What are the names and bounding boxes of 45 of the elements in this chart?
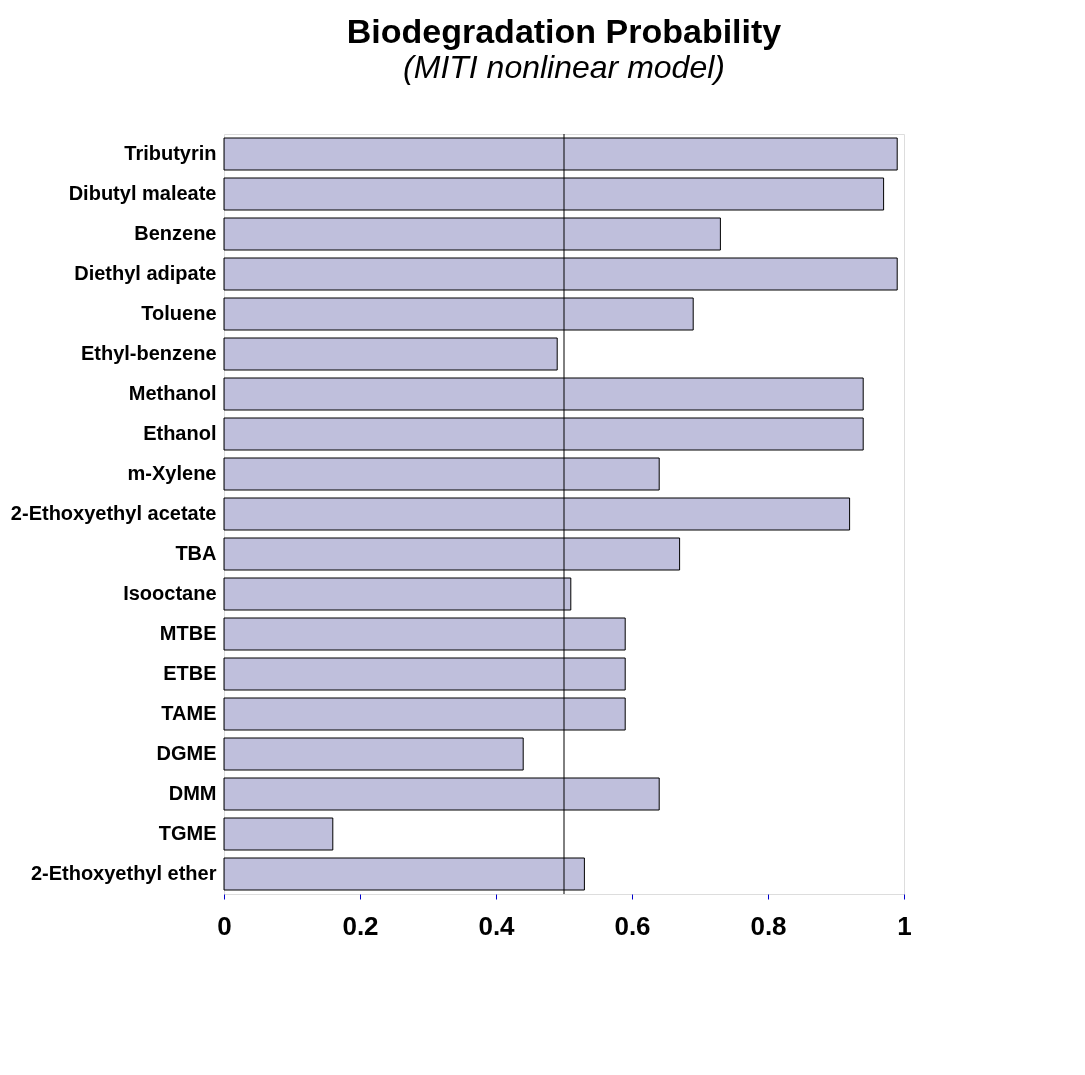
x-tick-label: 1 <box>897 910 912 941</box>
bar <box>223 137 898 171</box>
y-tick-label: Methanol <box>128 382 217 404</box>
y-tick-label: Tributyrin <box>124 142 217 164</box>
bar <box>223 657 626 691</box>
bar <box>223 857 585 891</box>
bar <box>223 777 660 811</box>
bar <box>223 457 660 491</box>
x-tick-label: 0 <box>217 910 232 941</box>
chart-title: Biodegradation Probability <box>346 11 782 50</box>
x-tick-label: 0.2 <box>342 910 379 941</box>
y-tick-label: Toluene <box>141 302 217 324</box>
bar <box>223 297 694 331</box>
y-tick-label: MTBE <box>159 622 217 644</box>
y-tick-label: 2-Ethoxyethyl acetate <box>10 502 217 524</box>
y-tick-label: Ethanol <box>143 422 217 444</box>
bar <box>223 577 572 611</box>
y-tick-label: m-Xylene <box>127 462 217 484</box>
y-tick-label: Ethyl-benzene <box>80 342 217 364</box>
y-tick-label: Diethyl adipate <box>74 262 217 284</box>
y-tick-label: TBA <box>175 542 217 564</box>
y-tick-label: DMM <box>168 782 217 804</box>
y-tick-label: ETBE <box>163 662 217 684</box>
bar <box>223 337 558 371</box>
y-tick-label: 2-Ethoxyethyl ether <box>30 862 217 884</box>
bar <box>223 617 626 651</box>
y-tick-label: TAME <box>161 702 217 724</box>
y-tick-label: TGME <box>158 822 217 844</box>
bar <box>223 377 864 411</box>
y-tick-label: Isooctane <box>123 582 217 604</box>
bar <box>223 817 334 851</box>
bar <box>223 537 681 571</box>
x-tick-label: 0.4 <box>478 910 516 941</box>
bar <box>223 737 524 771</box>
bar <box>223 177 885 211</box>
x-tick-label: 0.6 <box>614 910 651 941</box>
y-tick-label: Dibutyl maleate <box>68 182 217 204</box>
bar <box>223 497 851 531</box>
bar <box>223 417 864 451</box>
x-tick-label: 0.8 <box>750 910 787 941</box>
y-tick-label: DGME <box>156 742 217 764</box>
bar <box>223 257 898 291</box>
bar <box>223 697 626 731</box>
y-tick-label: Benzene <box>134 222 217 244</box>
bar <box>223 217 721 251</box>
